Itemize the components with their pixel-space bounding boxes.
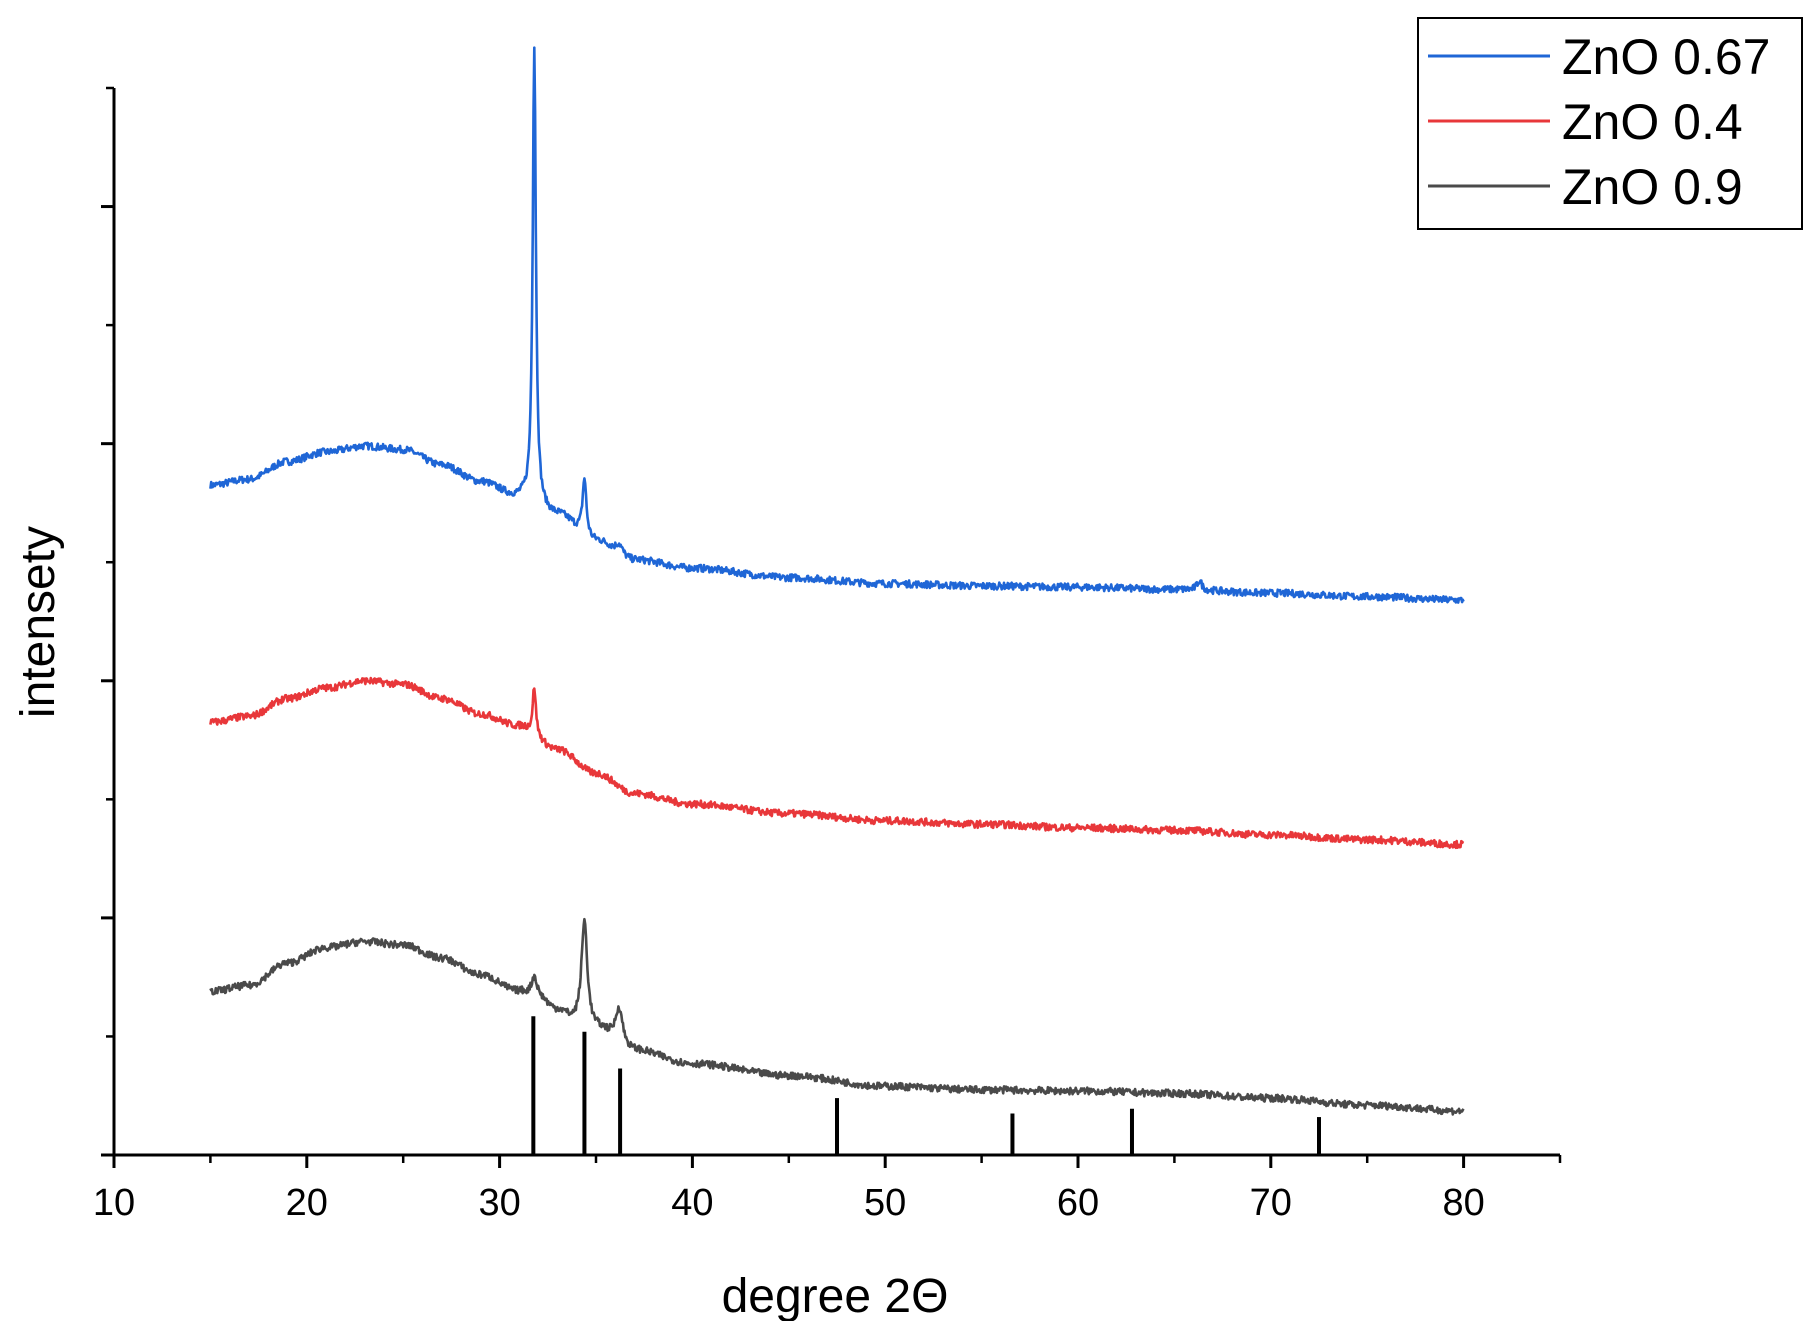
series-line-2: [209, 917, 1465, 1116]
x-tick-label: 60: [1057, 1182, 1099, 1224]
y-axis-title: intensety: [12, 526, 65, 718]
legend-label-2: ZnO 0.9: [1562, 159, 1743, 215]
y-ticks: [101, 86, 114, 1157]
x-tick-label: 80: [1442, 1182, 1484, 1224]
x-tick-label: 70: [1250, 1182, 1292, 1224]
series-line-0: [209, 46, 1465, 604]
x-tick-label: 50: [864, 1182, 906, 1224]
x-tick-label: 40: [671, 1182, 713, 1224]
series-line-1: [209, 676, 1465, 850]
x-ticks: 10 20 30 40 50 60 70 80: [93, 1155, 1562, 1224]
reference-lines: [531, 1016, 1321, 1155]
x-tick-label: 20: [286, 1182, 328, 1224]
legend-box: [1417, 17, 1803, 230]
legend: ZnO 0.67 ZnO 0.4 ZnO 0.9: [1417, 17, 1803, 230]
series-layer: [209, 46, 1465, 1116]
legend-label-0: ZnO 0.67: [1562, 29, 1770, 85]
x-axis-title: degree 2Θ: [722, 1270, 949, 1321]
x-tick-label: 10: [93, 1182, 135, 1224]
x-tick-label: 30: [478, 1182, 520, 1224]
legend-label-1: ZnO 0.4: [1562, 94, 1743, 150]
legend-items: ZnO 0.67 ZnO 0.4 ZnO 0.9: [1428, 29, 1770, 215]
axes: [112, 88, 1560, 1157]
